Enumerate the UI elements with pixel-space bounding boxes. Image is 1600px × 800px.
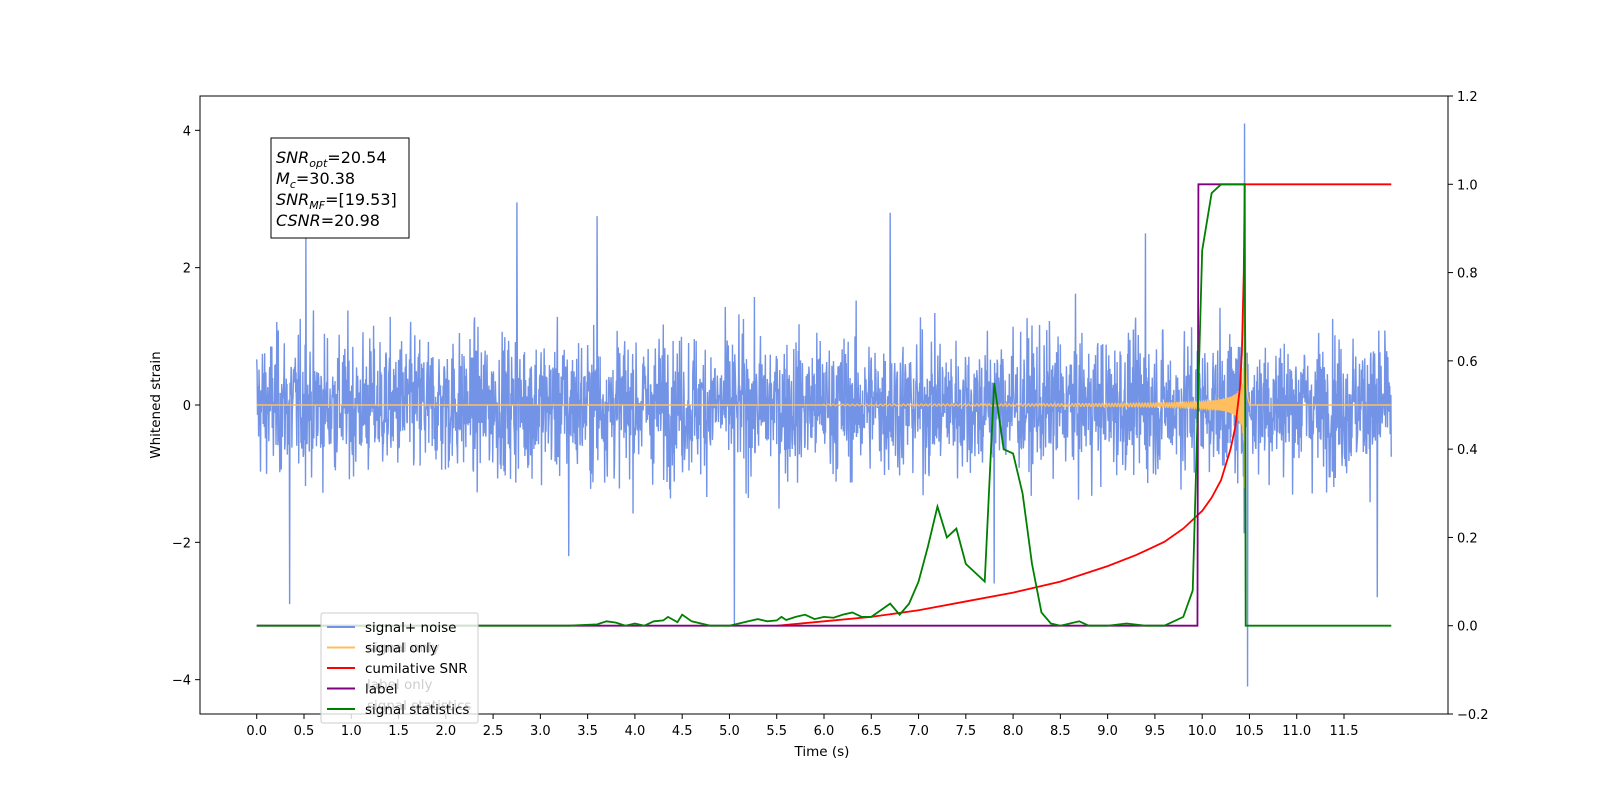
- y-tick-label: −4: [172, 674, 191, 689]
- stats-row: SNRMF=[19.53]: [276, 190, 397, 212]
- legend: signal onlylabel onlysignal statisticssi…: [320, 612, 479, 724]
- x-tick-label: 4.0: [625, 724, 646, 739]
- x-tick-label: 2.5: [483, 724, 504, 739]
- x-tick-label: 11.5: [1330, 724, 1359, 739]
- legend-label: signal+ noise: [365, 620, 456, 636]
- y2-tick-label: 0.6: [1457, 355, 1478, 370]
- axes-layer: 0.0 0.5 1.0 1.5 2.0 2.5 3.0 3.5 4.0 4.5 5.0 5.5 6.0 6…: [172, 90, 1489, 739]
- stats-box: SNRopt=20.54Mc=30.38SNRMF=[19.53]CSNR=20…: [270, 137, 410, 239]
- y2-tick-label: 0.4: [1457, 443, 1478, 458]
- y2-tick-label: 1.2: [1457, 90, 1478, 105]
- x-tick-label: 0.5: [294, 724, 315, 739]
- y2-tick-label: 0.2: [1457, 531, 1478, 546]
- x-tick-label: 10.5: [1235, 724, 1264, 739]
- x-tick-label: 0.0: [246, 724, 267, 739]
- x-tick-label: 3.5: [577, 724, 598, 739]
- x-tick-label: 11.0: [1282, 724, 1311, 739]
- y-tick-label: 2: [183, 262, 191, 277]
- y-tick-label: −2: [172, 536, 191, 551]
- x-tick-label: 6.5: [861, 724, 882, 739]
- legend-label: signal statistics: [365, 702, 469, 718]
- y-tick-label: 4: [183, 124, 191, 139]
- x-tick-label: 8.0: [1003, 724, 1024, 739]
- y2-tick-label: 0.8: [1457, 267, 1478, 282]
- series-signal-noise: [256, 123, 1392, 687]
- data-layer: [256, 123, 1392, 687]
- y2-tick-label: −0.2: [1457, 708, 1489, 723]
- x-tick-label: 2.0: [435, 724, 456, 739]
- x-tick-label: 1.5: [388, 724, 409, 739]
- legend-frame: [320, 612, 479, 724]
- x-tick-label: 10.0: [1188, 724, 1217, 739]
- x-tick-label: 6.0: [814, 724, 835, 739]
- x-tick-label: 4.5: [672, 724, 693, 739]
- series-cumulative-snr: [776, 183, 1392, 627]
- x-tick-label: 5.0: [719, 724, 740, 739]
- legend-label: signal only: [365, 641, 438, 657]
- x-tick-label: 8.5: [1050, 724, 1071, 739]
- y2-tick-label: 1.0: [1457, 178, 1478, 193]
- y-axis-label: Whitened strain: [148, 351, 164, 458]
- x-tick-label: 5.5: [766, 724, 787, 739]
- series-signal-statistics: [256, 183, 1392, 627]
- x-axis-label: Time (s): [794, 744, 850, 760]
- stats-row: CSNR=20.98: [276, 211, 380, 230]
- y-tick-label: 0: [183, 399, 191, 414]
- legend-label: cumilative SNR: [365, 661, 468, 677]
- stats-row: SNRopt=20.54: [276, 148, 387, 170]
- x-tick-label: 9.5: [1145, 724, 1166, 739]
- x-tick-label: 7.0: [908, 724, 929, 739]
- x-tick-label: 1.0: [341, 724, 362, 739]
- y2-tick-label: 0.0: [1457, 620, 1478, 635]
- x-tick-label: 7.5: [955, 724, 976, 739]
- legend-label: label: [365, 682, 398, 698]
- x-tick-label: 9.0: [1097, 724, 1118, 739]
- x-tick-label: 3.0: [530, 724, 551, 739]
- series-signal-only: [256, 302, 1392, 488]
- stats-row: Mc=30.38: [276, 169, 355, 191]
- stats-box-frame: [270, 137, 410, 239]
